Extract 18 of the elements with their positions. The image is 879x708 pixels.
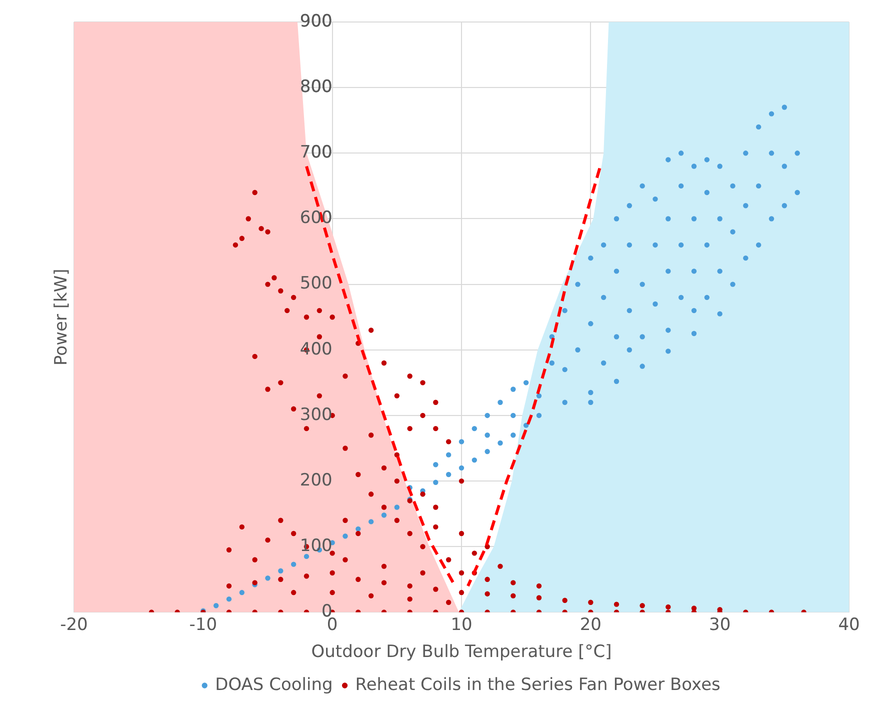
y-tick-label: 800 — [300, 77, 332, 97]
x-tick-label: 20 — [580, 614, 602, 635]
line-series — [466, 166, 602, 588]
y-tick-label: 400 — [300, 339, 332, 360]
x-axis-title: Outdoor Dry Bulb Temperature [°C] — [311, 642, 612, 662]
x-tick-label: 40 — [838, 614, 860, 635]
y-axis-title: Power [kW] — [51, 268, 72, 366]
legend-label: Reheat Coils in the Series Fan Power Boxes — [355, 674, 721, 695]
y-tick-label: 200 — [300, 470, 332, 490]
y-tick-label: 900 — [300, 11, 332, 32]
x-tick-label: -20 — [60, 614, 88, 635]
legend-label: DOAS Cooling — [215, 674, 333, 695]
y-tick-label: 700 — [300, 142, 332, 163]
x-tick-label: 10 — [450, 614, 472, 635]
y-tick-label: 500 — [300, 274, 332, 294]
x-tick-label: 30 — [709, 614, 731, 635]
y-tick-label: 300 — [300, 404, 332, 425]
x-tick-label: -10 — [189, 614, 218, 635]
